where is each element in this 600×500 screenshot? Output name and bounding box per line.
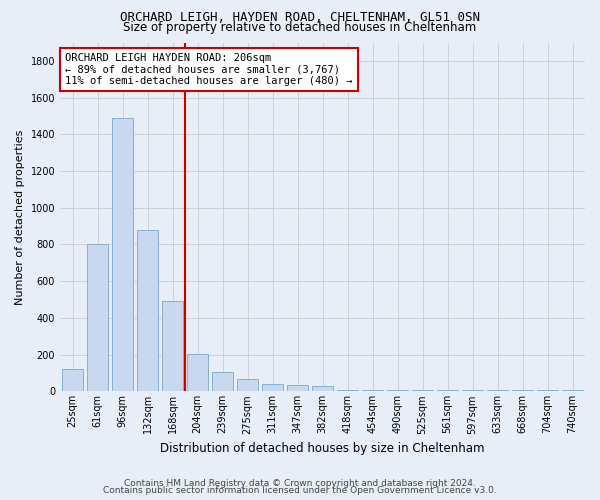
Bar: [212, 372, 233, 392]
Text: Contains HM Land Registry data © Crown copyright and database right 2024.: Contains HM Land Registry data © Crown c…: [124, 478, 476, 488]
Bar: [287, 385, 308, 392]
Bar: [162, 302, 183, 392]
Text: Size of property relative to detached houses in Cheltenham: Size of property relative to detached ho…: [124, 21, 476, 34]
Text: Contains public sector information licensed under the Open Government Licence v3: Contains public sector information licen…: [103, 486, 497, 495]
X-axis label: Distribution of detached houses by size in Cheltenham: Distribution of detached houses by size …: [160, 442, 485, 455]
Text: ORCHARD LEIGH HAYDEN ROAD: 206sqm
← 89% of detached houses are smaller (3,767)
1: ORCHARD LEIGH HAYDEN ROAD: 206sqm ← 89% …: [65, 53, 353, 86]
Bar: [512, 390, 533, 392]
Bar: [87, 244, 108, 392]
Bar: [112, 118, 133, 392]
Bar: [62, 370, 83, 392]
Bar: [187, 354, 208, 392]
Bar: [137, 230, 158, 392]
Bar: [562, 390, 583, 392]
Y-axis label: Number of detached properties: Number of detached properties: [15, 130, 25, 304]
Bar: [462, 390, 483, 392]
Bar: [237, 380, 258, 392]
Bar: [487, 390, 508, 392]
Bar: [362, 390, 383, 392]
Bar: [312, 386, 333, 392]
Bar: [412, 390, 433, 392]
Text: ORCHARD LEIGH, HAYDEN ROAD, CHELTENHAM, GL51 0SN: ORCHARD LEIGH, HAYDEN ROAD, CHELTENHAM, …: [120, 11, 480, 24]
Bar: [262, 384, 283, 392]
Bar: [337, 390, 358, 392]
Bar: [387, 390, 408, 392]
Bar: [437, 390, 458, 392]
Bar: [537, 390, 558, 392]
